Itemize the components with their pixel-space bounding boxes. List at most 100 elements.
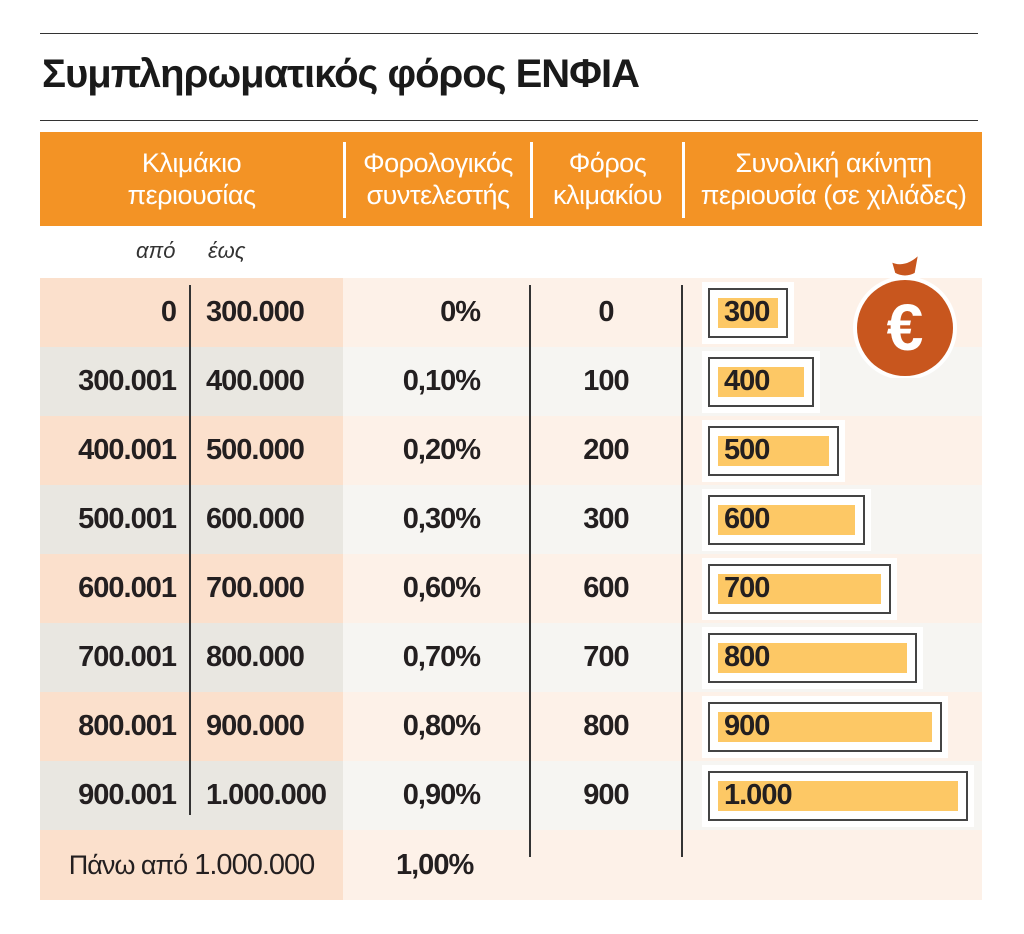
- cell-from: 400.001: [40, 416, 190, 485]
- tax-value: 800: [583, 710, 629, 742]
- to-value: 800.000: [206, 641, 305, 673]
- bar-label: 700: [724, 572, 770, 604]
- from-value: 800.001: [78, 710, 177, 742]
- table-header: Κλιμάκιο περιουσίας Φορολογικός συντελεσ…: [40, 132, 982, 226]
- last-row-value: 1.000.000: [194, 848, 315, 881]
- header-rate: Φορολογικός συντελεστής: [363, 148, 513, 210]
- header-divider: [682, 142, 685, 218]
- to-value: 500.000: [206, 434, 305, 466]
- cell-rate: 0,70%: [343, 623, 530, 692]
- from-value: 900.001: [78, 779, 177, 811]
- from-value: 400.001: [78, 434, 177, 466]
- tax-value: 300: [583, 503, 629, 535]
- bar-fill: [718, 298, 778, 328]
- cell-tax: 300: [530, 485, 682, 554]
- cell-to: 900.000: [190, 692, 343, 761]
- cell-from: 500.001: [40, 485, 190, 554]
- bar-label: 300: [724, 296, 770, 328]
- cell-from: 300.001: [40, 347, 190, 416]
- header-bracket: Κλιμάκιο περιουσίας: [127, 148, 256, 210]
- cell-rate: 0,80%: [343, 692, 530, 761]
- cell-rate: 0%: [343, 278, 530, 347]
- tax-value: 600: [583, 572, 629, 604]
- rate-value: 0,10%: [402, 365, 481, 397]
- cell-from: 600.001: [40, 554, 190, 623]
- bar: 1.000: [708, 771, 968, 821]
- column-divider: [681, 285, 683, 857]
- cell-tax: 900: [530, 761, 682, 830]
- bar-fill: [718, 643, 907, 673]
- rate-value: 0,80%: [402, 710, 481, 742]
- bar-fill: [718, 367, 804, 397]
- rate-value: 0,30%: [402, 503, 481, 535]
- bar-label: 500: [724, 434, 770, 466]
- cell-rate: 0,10%: [343, 347, 530, 416]
- bar: 900: [708, 702, 943, 752]
- rate-value: 0,20%: [402, 434, 481, 466]
- bar-fill: [718, 712, 933, 742]
- last-row-rate: 1,00%: [343, 830, 982, 900]
- cell-to: 1.000.000: [190, 761, 343, 830]
- bar: 400: [708, 357, 814, 407]
- cell-from: 0: [40, 278, 190, 347]
- header-tax: Φόρος κλιμακίου: [553, 148, 662, 210]
- tax-value: 900: [583, 779, 629, 811]
- cell-rate: 0,20%: [343, 416, 530, 485]
- to-value: 300.000: [206, 296, 305, 328]
- subheader-from: από: [136, 238, 176, 263]
- bar-fill: [718, 781, 958, 811]
- from-value: 500.001: [78, 503, 177, 535]
- cell-rate: 0,90%: [343, 761, 530, 830]
- bar-label: 1.000: [724, 779, 793, 811]
- bar: 300: [708, 288, 788, 338]
- tax-value: 0: [598, 296, 614, 328]
- cell-from: 700.001: [40, 623, 190, 692]
- page-title: Συμπληρωματικός φόρος ΕΝΦΙΑ: [42, 52, 640, 96]
- svg-text:€: €: [887, 290, 924, 364]
- to-value: 1.000.000: [206, 779, 327, 811]
- bar: 700: [708, 564, 891, 614]
- rate-value: 0%: [440, 296, 481, 328]
- cell-to: 500.000: [190, 416, 343, 485]
- bar-label: 400: [724, 365, 770, 397]
- top-rule: [40, 33, 978, 34]
- header-divider: [530, 142, 533, 218]
- cell-tax: 800: [530, 692, 682, 761]
- tax-value: 700: [583, 641, 629, 673]
- bar-fill: [718, 505, 856, 535]
- bar-label: 800: [724, 641, 770, 673]
- cell-tax: 100: [530, 347, 682, 416]
- cell-from: 800.001: [40, 692, 190, 761]
- bar-label: 900: [724, 710, 770, 742]
- cell-tax: 0: [530, 278, 682, 347]
- from-value: 300.001: [78, 365, 177, 397]
- cell-tax: 700: [530, 623, 682, 692]
- from-value: 700.001: [78, 641, 177, 673]
- bar: 500: [708, 426, 840, 476]
- tax-value: 200: [583, 434, 629, 466]
- bar-label: 600: [724, 503, 770, 535]
- cell-from: 900.001: [40, 761, 190, 830]
- bar-fill: [718, 436, 830, 466]
- cell-to: 800.000: [190, 623, 343, 692]
- cell-rate: 0,60%: [343, 554, 530, 623]
- cell-tax: 200: [530, 416, 682, 485]
- cell-to: 400.000: [190, 347, 343, 416]
- header-total: Συνολική ακίνητη περιουσία (σε χιλιάδες): [700, 148, 967, 210]
- rate-value: 0,60%: [402, 572, 481, 604]
- cell-tax: 600: [530, 554, 682, 623]
- euro-money-bag-icon: €: [853, 250, 957, 378]
- title-rule: [40, 120, 978, 121]
- bar-fill: [718, 574, 881, 604]
- from-value: 600.001: [78, 572, 177, 604]
- to-value: 700.000: [206, 572, 305, 604]
- cell-to: 300.000: [190, 278, 343, 347]
- last-row-label: Πάνω από 1.000.000: [40, 830, 343, 900]
- to-value: 600.000: [206, 503, 305, 535]
- rate-value: 0,90%: [402, 779, 481, 811]
- bar: 600: [708, 495, 866, 545]
- subheader-to: έως: [208, 238, 246, 263]
- rate-value: 0,70%: [402, 641, 481, 673]
- to-value: 400.000: [206, 365, 305, 397]
- column-divider: [189, 285, 191, 815]
